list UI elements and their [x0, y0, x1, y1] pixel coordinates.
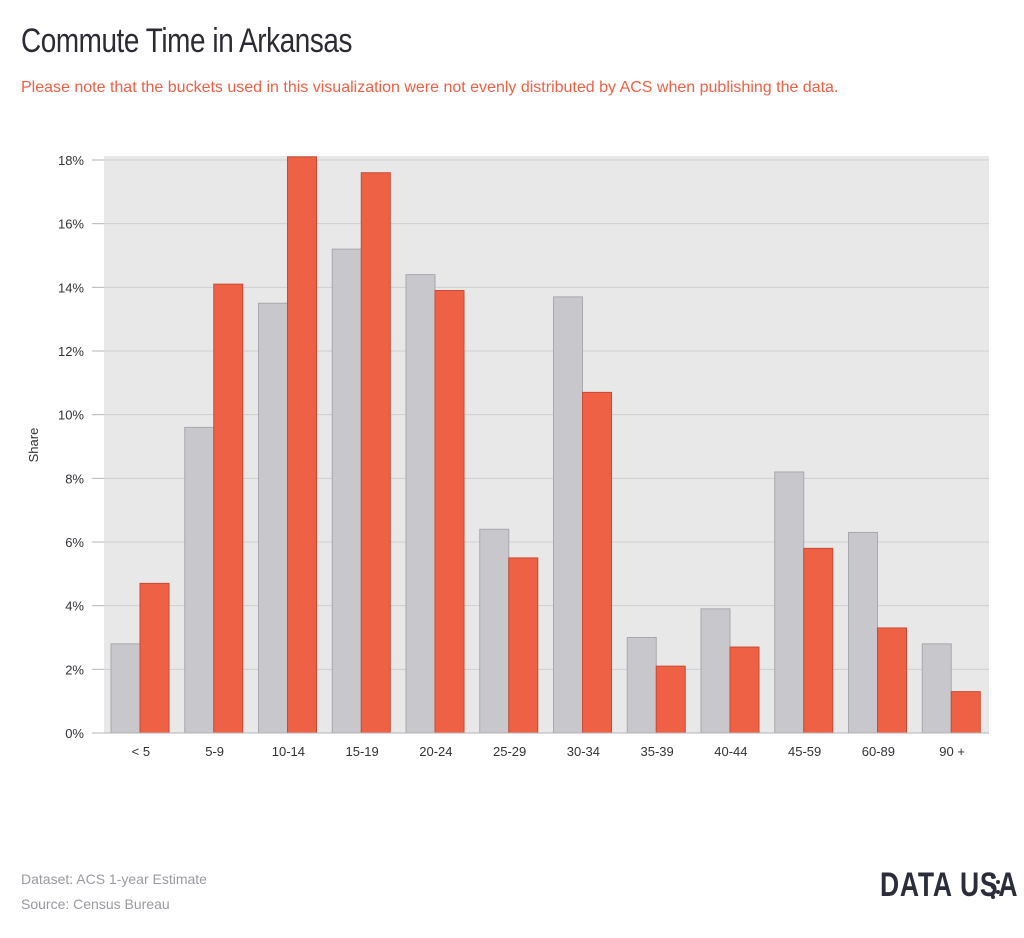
- chart-title: Commute Time in Arkansas: [21, 22, 353, 60]
- x-tick-label: 35-39: [641, 744, 674, 759]
- bar[interactable]: [877, 627, 907, 734]
- x-tick-label: 90 +: [939, 744, 965, 759]
- bar[interactable]: [729, 646, 760, 734]
- y-tick-label: 4%: [65, 599, 84, 614]
- bar[interactable]: [287, 156, 317, 734]
- bar[interactable]: [921, 643, 952, 734]
- y-tick-label: 14%: [58, 280, 84, 295]
- bar[interactable]: [434, 290, 465, 734]
- x-tick-label: 40-44: [714, 744, 747, 759]
- bar[interactable]: [848, 531, 878, 734]
- bar[interactable]: [655, 665, 686, 734]
- x-tick-label: 15-19: [346, 744, 379, 759]
- x-tick-label: 20-24: [419, 744, 452, 759]
- bar[interactable]: [258, 302, 288, 734]
- dataset-label: Dataset: ACS 1-year Estimate: [21, 871, 207, 887]
- data-usa-dots-icon: [991, 875, 1000, 899]
- x-tick-label: 30-34: [567, 744, 600, 759]
- y-tick-label: 8%: [65, 471, 84, 486]
- y-tick-label: 18%: [58, 153, 84, 168]
- bar[interactable]: [184, 426, 215, 734]
- x-tick-label: < 5: [132, 744, 150, 759]
- bar[interactable]: [110, 643, 141, 734]
- bar[interactable]: [553, 296, 583, 734]
- bar[interactable]: [331, 248, 362, 734]
- source-label: Source: Census Bureau: [21, 896, 170, 912]
- y-tick-label: 12%: [58, 344, 84, 359]
- bar[interactable]: [626, 637, 657, 734]
- bar[interactable]: [213, 283, 244, 734]
- bar[interactable]: [405, 274, 436, 734]
- bar[interactable]: [508, 557, 539, 734]
- x-tick-label: 5-9: [205, 744, 224, 759]
- bar[interactable]: [360, 172, 391, 734]
- y-axis-label: Share: [26, 428, 41, 463]
- y-tick-label: 2%: [65, 662, 84, 677]
- bar[interactable]: [139, 582, 170, 734]
- chart-subtitle: Please note that the buckets used in thi…: [21, 79, 839, 96]
- plot-area: [104, 156, 989, 733]
- bar[interactable]: [479, 528, 510, 734]
- x-tick-label: 10-14: [272, 744, 305, 759]
- y-tick-label: 10%: [58, 408, 84, 423]
- y-tick-label: 16%: [58, 217, 84, 232]
- bar[interactable]: [700, 608, 731, 734]
- x-tick-label: 45-59: [788, 744, 821, 759]
- bar[interactable]: [803, 547, 834, 734]
- y-tick-label: 6%: [65, 535, 84, 550]
- bar[interactable]: [582, 391, 612, 734]
- y-tick-label: 0%: [65, 726, 84, 741]
- bar[interactable]: [950, 691, 981, 734]
- bar[interactable]: [774, 471, 805, 734]
- x-tick-label: 25-29: [493, 744, 526, 759]
- x-tick-label: 60-89: [862, 744, 895, 759]
